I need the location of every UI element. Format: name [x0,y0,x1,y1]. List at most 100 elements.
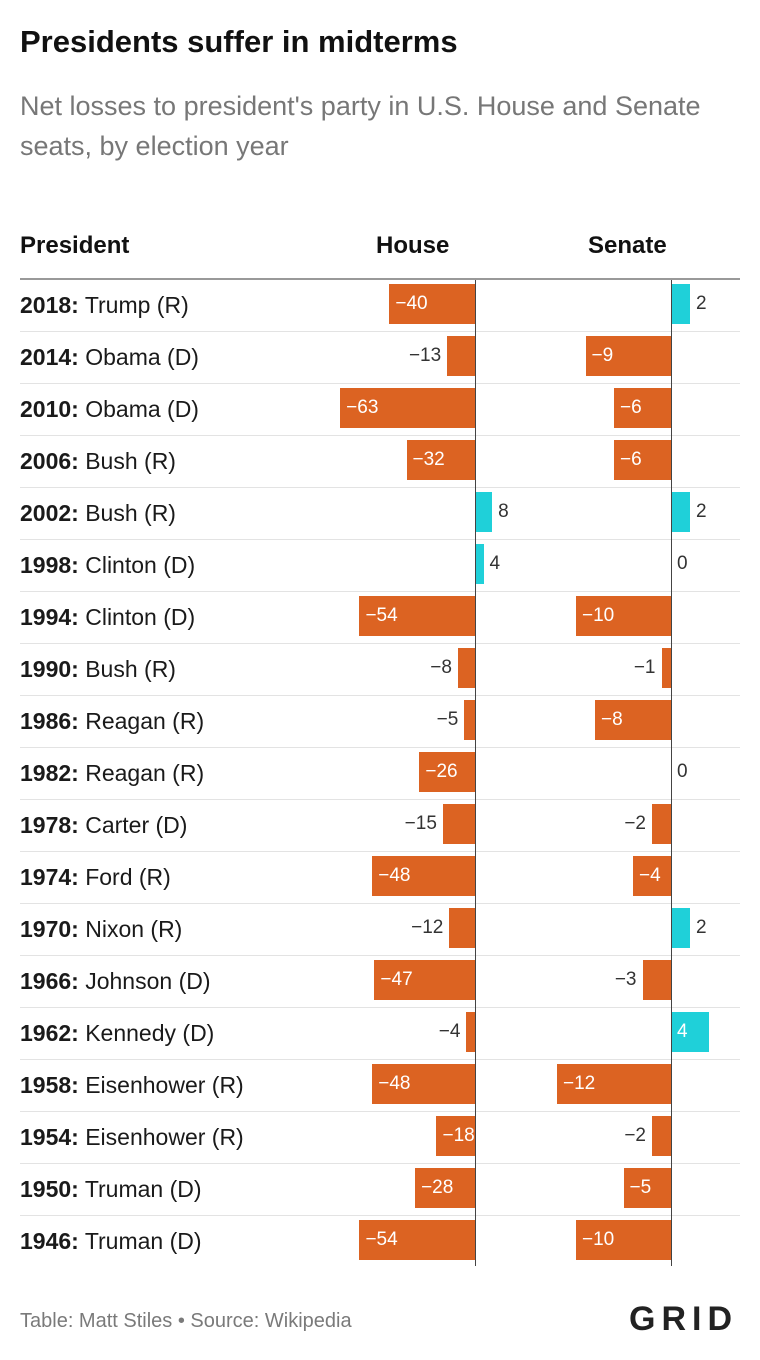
president-cell: 1966: Johnson (D) [20,968,211,995]
table-row: 1970: Nixon (R) −12 2 [0,904,760,956]
president-name: Obama (D) [85,344,199,370]
house-value-label: −26 [425,761,458,782]
senate-value-label: 0 [677,761,688,782]
house-zero-axis [475,280,476,1266]
table-row: 1946: Truman (D) −54 −10 [0,1216,760,1268]
election-year: 1946: [20,1228,79,1254]
senate-bar [642,960,671,1000]
president-name: Ford (R) [85,864,171,890]
president-cell: 2018: Trump (R) [20,292,189,319]
senate-bar [671,284,690,324]
row-divider [20,383,740,384]
row-divider [20,747,740,748]
president-name: Reagan (R) [85,760,205,786]
president-name: Nixon (R) [85,916,183,942]
election-year: 2010: [20,396,79,422]
house-value-label: −47 [380,969,413,990]
house-bar [359,596,475,636]
president-cell: 1962: Kennedy (D) [20,1020,214,1047]
house-value-label: −13 [408,345,442,366]
president-cell: 1954: Eisenhower (R) [20,1124,244,1151]
president-cell: 2014: Obama (D) [20,344,199,371]
house-value-label: −15 [404,813,437,834]
president-name: Trump (R) [84,292,189,318]
header-divider [20,278,740,280]
senate-value-label: −8 [601,709,623,730]
house-value-label: −48 [378,865,411,886]
president-name: Clinton (D) [85,552,196,578]
house-bar [464,700,475,740]
senate-bar [585,336,671,376]
house-bar [449,908,475,948]
house-bar [419,752,475,792]
row-divider [20,1163,740,1164]
table-row: 1982: Reagan (R) −26 0 [0,748,760,800]
president-name: Bush (R) [85,448,176,474]
table-row: 1966: Johnson (D) −47 −3 [0,956,760,1008]
house-bar [372,856,475,896]
house-value-label: 4 [489,553,501,574]
table-row: 1986: Reagan (R) −5 −8 [0,696,760,748]
row-divider [20,591,740,592]
senate-bar [652,804,671,844]
election-year: 1998: [20,552,79,578]
president-cell: 1974: Ford (R) [20,864,171,891]
row-divider [20,1007,740,1008]
senate-value-label: −6 [620,397,642,418]
senate-value-label: −12 [563,1073,596,1094]
table-row: 1950: Truman (D) −28 −5 [0,1164,760,1216]
house-bar [372,1064,475,1104]
house-bar [475,544,484,584]
election-year: 1974: [20,864,79,890]
senate-bar [595,700,671,740]
election-year: 2002: [20,500,79,526]
senate-value-label: −9 [591,345,614,366]
house-bar [442,804,475,844]
table-row: 1994: Clinton (D) −54 −10 [0,592,760,644]
chart-title: Presidents suffer in midterms [20,24,458,59]
president-cell: 1982: Reagan (R) [20,760,204,787]
election-year: 1970: [20,916,79,942]
house-bar [406,440,475,480]
table-row: 1974: Ford (R) −48 −4 [0,852,760,904]
column-header-senate: Senate [588,232,667,259]
senate-bar [576,596,671,636]
election-year: 1966: [20,968,79,994]
senate-value-label: −2 [624,813,646,834]
senate-bar [633,856,671,896]
president-name: Eisenhower (R) [85,1072,244,1098]
president-cell: 1994: Clinton (D) [20,604,195,631]
house-value-label: −32 [412,449,445,470]
senate-value-label: −2 [624,1125,646,1146]
house-value-label: −28 [421,1177,454,1198]
house-value-label: −54 [365,1229,398,1250]
table-row: 2014: Obama (D) −13 −9 [0,332,760,384]
president-cell: 1998: Clinton (D) [20,552,195,579]
house-value-label: −4 [438,1021,461,1042]
senate-value-label: 4 [677,1021,688,1042]
table-row: 1990: Bush (R) −8 −1 [0,644,760,696]
president-cell: 1958: Eisenhower (R) [20,1072,244,1099]
president-name: Johnson (D) [85,968,211,994]
president-name: Reagan (R) [85,708,205,734]
row-divider [20,487,740,488]
column-header-house: House [376,232,450,259]
house-value-label: −48 [378,1073,411,1094]
election-year: 2006: [20,448,79,474]
row-divider [20,643,740,644]
row-divider [20,435,740,436]
senate-bar [614,440,671,480]
house-bar [466,1012,475,1052]
row-divider [20,799,740,800]
election-year: 1990: [20,656,79,682]
row-divider [20,955,740,956]
house-bar [415,1168,475,1208]
election-year: 2018: [20,292,79,318]
house-value-label: −5 [436,709,459,730]
house-bar [447,336,475,376]
president-cell: 1990: Bush (R) [20,656,176,683]
election-year: 1978: [20,812,79,838]
senate-bar [623,1168,671,1208]
president-name: Eisenhower (R) [85,1124,244,1150]
